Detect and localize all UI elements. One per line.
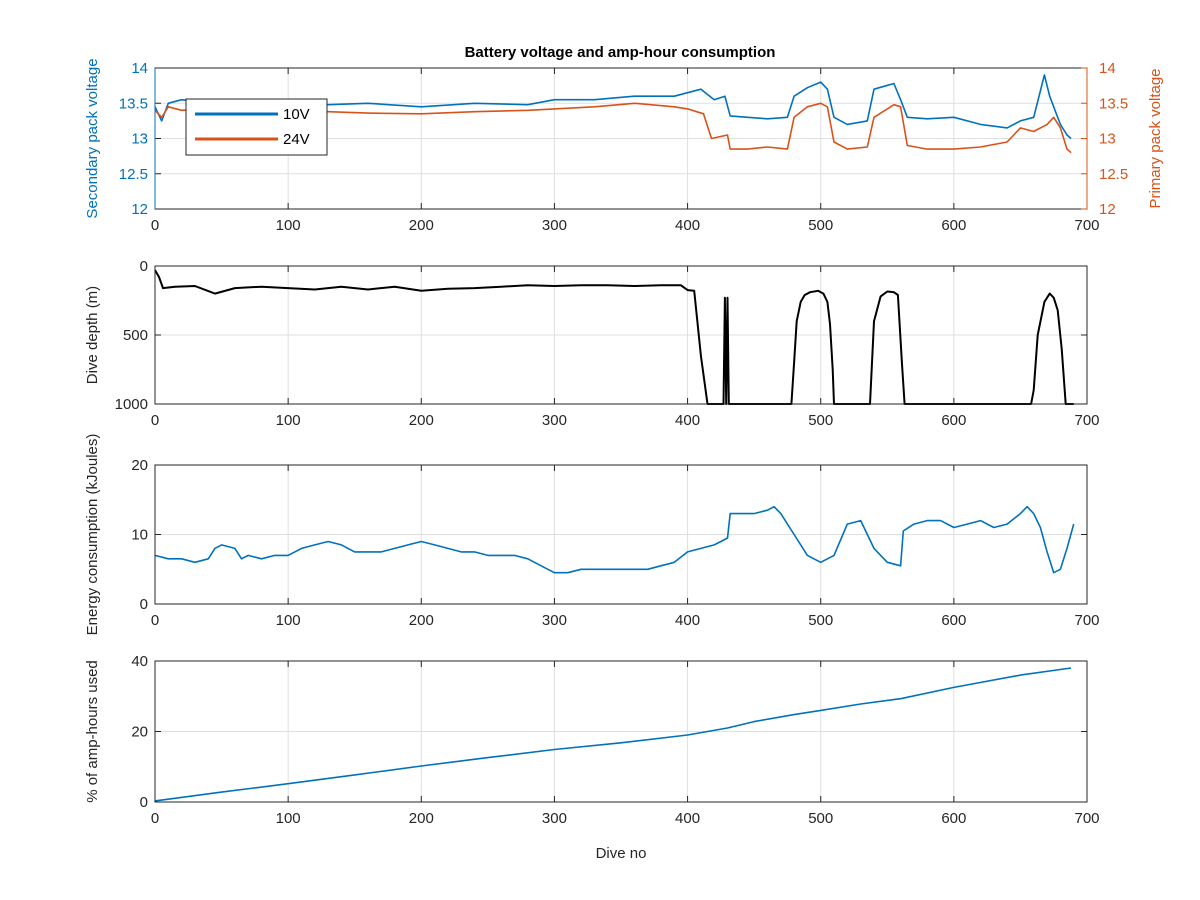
amphours-panel: 0 100 200 300 400 500 600 700 0 20 40 % of amp-hour… [84,653,1100,862]
voltage-ytick-label: 14 [131,60,148,77]
depth-xtick-label: 600 [941,412,966,429]
energy-xtick-label: 200 [409,612,434,629]
amphours-series-line [154,667,1072,802]
amphours-xtick-label: 200 [409,810,434,827]
voltage-xtick-label: 600 [941,217,966,234]
energy-series-line [154,505,1075,574]
voltage-ytick-label: 13 [131,131,148,148]
depth-ytick-label: 1000 [115,396,148,413]
energy-xtick-label: 0 [151,612,159,629]
depth-xtick-label: 300 [542,412,567,429]
voltage-xtick-label: 0 [151,217,159,234]
energy-xtick-label: 600 [941,612,966,629]
energy-panel: 0 100 200 300 400 500 600 700 0 10 20 Energy consum… [84,434,1100,636]
depth-xtick-label: 100 [276,412,301,429]
depth-ylabel: Dive depth (m) [84,286,101,384]
depth-ytick-label: 500 [123,327,148,344]
energy-xtick-label: 100 [276,612,301,629]
voltage-xtick-label: 500 [808,217,833,234]
amphours-ytick-label: 20 [131,724,148,741]
voltage-ylabel: Secondary pack voltage [84,58,101,218]
voltage-ytick-label-right: 13 [1099,131,1116,148]
voltage-ylabel-right: Primary pack voltage [1147,68,1164,208]
legend-box [185,98,328,156]
voltage-xtick-label: 200 [409,217,434,234]
chart-panels: 0 100 200 300 400 500 600 7001212.51313.5141212… [84,58,1164,862]
energy-ytick-label: 10 [131,527,148,544]
energy-xtick-label: 700 [1074,612,1099,629]
energy-xtick-label: 500 [808,612,833,629]
depth-xtick-label: 700 [1074,412,1099,429]
amphours-xtick-label: 300 [542,810,567,827]
voltage-panel: 0 100 200 300 400 500 600 7001212.51313.5141212… [84,58,1164,234]
legend-label-10v: 10V [283,106,310,123]
amphours-ytick-label: 0 [140,794,148,811]
voltage-xtick-label: 300 [542,217,567,234]
amphours-xtick-label: 400 [675,810,700,827]
amphours-xtick-label: 500 [808,810,833,827]
depth-xtick-label: 200 [409,412,434,429]
amphours-xtick-label: 100 [276,810,301,827]
amphours-xtick-label: 700 [1074,810,1099,827]
legend-label-24v: 24V [283,131,310,148]
voltage-ytick-label-right: 12 [1099,201,1116,218]
energy-ytick-label: 20 [131,457,148,474]
voltage-ytick-label-right: 14 [1099,60,1116,77]
voltage-ytick-label: 12.5 [119,166,148,183]
amphours-xlabel: Dive no [596,845,647,862]
amphours-ylabel: % of amp-hours used [84,660,101,803]
voltage-xtick-label: 700 [1074,217,1099,234]
energy-xtick-label: 300 [542,612,567,629]
voltage-ytick-label-right: 12.5 [1099,166,1128,183]
energy-xtick-label: 400 [675,612,700,629]
depth-xtick-label: 400 [675,412,700,429]
depth-xtick-label: 0 [151,412,159,429]
energy-ylabel: Energy consumption (kJoules) [84,434,101,636]
voltage-ytick-label-right: 13.5 [1099,95,1128,112]
depth-ytick-label: 0 [140,258,148,275]
voltage-ytick-label: 13.5 [119,95,148,112]
voltage-xtick-label: 400 [675,217,700,234]
energy-ytick-label: 0 [140,596,148,613]
voltage-xtick-label: 100 [276,217,301,234]
depth-panel: 0 100 200 300 400 500 600 700 0 500 1000 Dive depth… [84,258,1100,429]
amphours-xtick-label: 0 [151,810,159,827]
depth-xtick-label: 500 [808,412,833,429]
amphours-ytick-label: 40 [131,653,148,670]
amphours-xtick-label: 600 [941,810,966,827]
figure-title: Battery voltage and amp-hour consumption [465,44,776,61]
voltage-ytick-label: 12 [131,201,148,218]
